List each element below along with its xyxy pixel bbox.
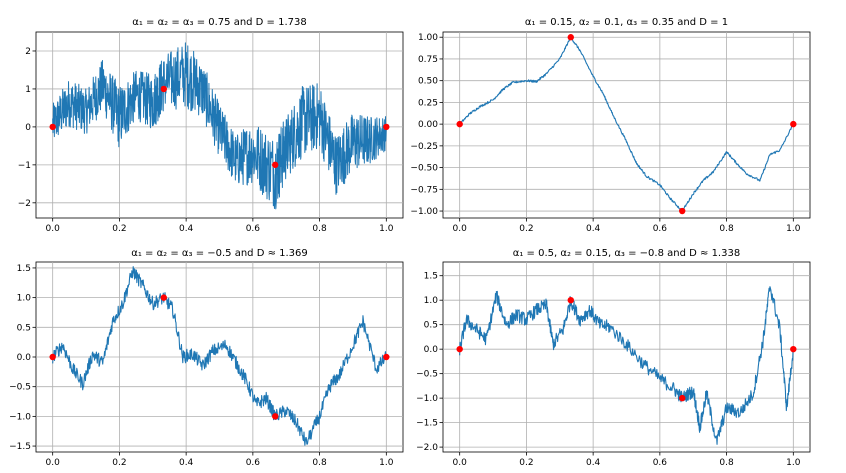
y-tick-label: −1.5 (9, 442, 31, 452)
y-tick-label: 1.0 (17, 294, 32, 304)
y-tick-label: 0.50 (418, 77, 438, 87)
y-tick-label: −0.25 (410, 142, 438, 152)
y-tick-label: 0 (25, 123, 31, 133)
x-tick-label: 0.0 (46, 224, 61, 234)
x-tick-label: 0.4 (586, 224, 601, 234)
plot-area-frame (35, 31, 404, 219)
interpolation-point (272, 413, 279, 420)
x-tick-label: 0.0 (453, 224, 468, 234)
x-tick-label: 1.0 (379, 224, 394, 234)
x-tick-label: 0.8 (312, 224, 327, 234)
y-tick-label: −1.5 (416, 419, 438, 429)
series-line (459, 35, 794, 212)
x-tick-label: 0.2 (519, 458, 533, 468)
x-tick-label: 0.4 (179, 224, 194, 234)
x-tick-label: 0.8 (719, 458, 734, 468)
interpolation-point (383, 123, 390, 131)
panel-top-left: α₁ = α₂ = α₃ = 0.75 and D = 1.738 0.0 0.2… (18, 17, 404, 234)
y-tick-label: −2.0 (416, 443, 438, 453)
y-tick-label: 0.0 (17, 353, 32, 363)
x-tick-label: 0.2 (112, 458, 126, 468)
x-tick-label: 0.6 (246, 458, 261, 468)
chart-title: α₁ = α₂ = α₃ = 0.75 and D = 1.738 (132, 17, 307, 28)
x-tick-label: 0.8 (719, 224, 734, 234)
plot-area-frame (442, 31, 811, 219)
x-tick-label: 1.0 (379, 458, 394, 468)
panel-bottom-right: α₁ = 0.5, α₂ = 0.15, α₃ = −0.8 and D ≈ 1… (416, 248, 811, 468)
y-tick-label: 0.5 (424, 321, 438, 331)
x-tick-label: 0.4 (179, 458, 194, 468)
interpolation-point (456, 345, 463, 353)
chart-title: α₁ = 0.15, α₂ = 0.1, α₃ = 0.35 and D = 1 (525, 17, 728, 28)
x-tick-label: 0.0 (46, 458, 61, 468)
y-tick-label: 1.5 (424, 272, 438, 282)
y-tick-label: 0.5 (17, 323, 31, 333)
y-tick-label: 0.75 (418, 55, 438, 65)
panel-bottom-left: α₁ = α₂ = α₃ = −0.5 and D ≈ 1.369 0.0 0.2… (9, 248, 404, 468)
x-tick-label: 0.6 (653, 224, 668, 234)
plot-marks: 0.0 0.2 0.4 0.6 0.8 1.0 −1.5 −1.0 −0.5 0.0 0.5 1.0 1… (9, 262, 403, 468)
plot-marks: 0.0 0.2 0.4 0.6 0.8 1.0 −2.0 −1.5 −1.0 −0.5 0.0 0.5… (416, 262, 810, 468)
y-tick-label: 2 (25, 47, 31, 57)
plot-marks: 0.0 0.2 0.4 0.6 0.8 1.0 −2 −1 0 1 2 (18, 32, 403, 234)
x-tick-label: 1.0 (786, 458, 801, 468)
y-tick-label: −1 (18, 161, 31, 171)
y-tick-label: −0.5 (416, 370, 438, 380)
chart-title: α₁ = α₂ = α₃ = −0.5 and D ≈ 1.369 (131, 248, 308, 259)
interpolation-point (567, 34, 574, 41)
y-tick-label: 1.00 (418, 33, 438, 43)
interpolation-point (383, 353, 390, 361)
interpolation-point (160, 294, 167, 301)
series-line (52, 266, 387, 446)
interpolation-point (679, 207, 686, 215)
y-tick-label: −2 (18, 199, 31, 209)
interpolation-point (790, 120, 797, 128)
y-tick-label: 0.0 (424, 345, 439, 355)
y-tick-label: −1.00 (410, 207, 438, 217)
interpolation-point (567, 296, 574, 304)
x-tick-label: 0.6 (653, 458, 668, 468)
plot-marks: 0.0 0.2 0.4 0.6 0.8 1.0 −1.00 −0.75 −0.50 −0.25 0.… (410, 32, 810, 234)
series-line (459, 286, 794, 445)
chart-title: α₁ = 0.5, α₂ = 0.15, α₃ = −0.8 and D ≈ 1… (513, 248, 740, 259)
interpolation-point (790, 345, 797, 353)
y-tick-label: −1.0 (416, 394, 438, 404)
x-tick-label: 0.0 (453, 458, 468, 468)
y-tick-label: 0.25 (418, 98, 438, 108)
x-tick-label: 0.4 (586, 458, 601, 468)
interpolation-point (160, 85, 167, 93)
plot-area-frame (442, 261, 811, 453)
y-tick-label: 1.0 (424, 296, 439, 306)
interpolation-point (49, 123, 56, 131)
y-tick-label: 0.00 (418, 120, 438, 130)
series-line (52, 42, 387, 210)
y-tick-label: 1 (25, 85, 31, 95)
y-tick-label: −0.5 (9, 383, 31, 393)
y-tick-label: −0.50 (410, 164, 438, 174)
panel-top-right: α₁ = 0.15, α₂ = 0.1, α₃ = 0.35 and D = 1… (410, 17, 811, 234)
y-tick-label: −0.75 (410, 185, 438, 195)
x-tick-label: 0.6 (246, 224, 261, 234)
x-tick-label: 0.2 (112, 224, 126, 234)
y-tick-label: −1.0 (9, 412, 31, 422)
interpolation-point (456, 120, 463, 128)
interpolation-point (272, 161, 279, 169)
interpolation-point (49, 353, 56, 361)
interpolation-point (679, 394, 686, 402)
x-tick-label: 1.0 (786, 224, 801, 234)
x-tick-label: 0.8 (312, 458, 327, 468)
x-tick-label: 0.2 (519, 224, 533, 234)
y-tick-label: 1.5 (17, 264, 31, 274)
